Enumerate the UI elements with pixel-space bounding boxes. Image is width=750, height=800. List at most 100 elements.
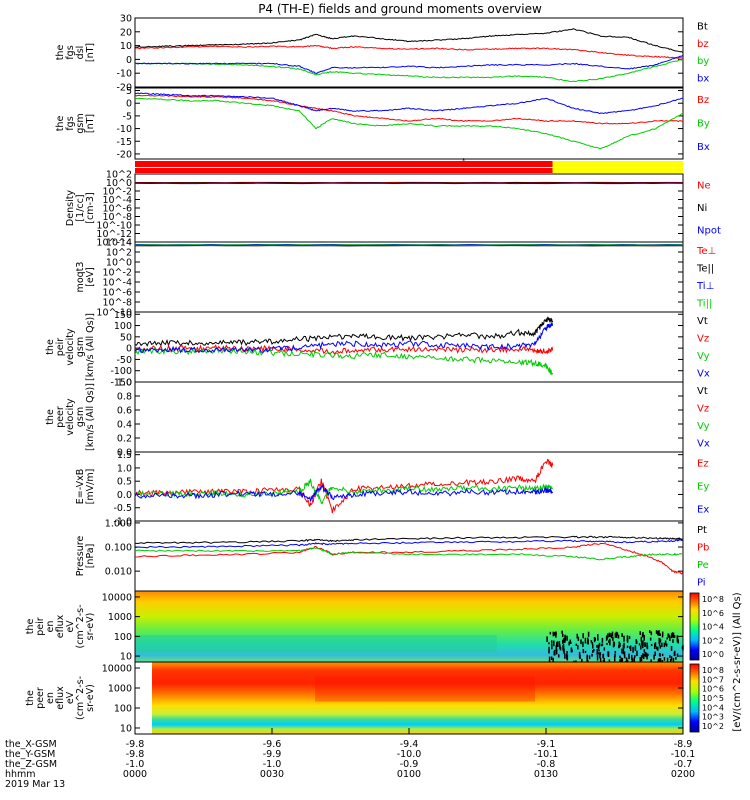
- ion-spectrogram-speckle: [646, 643, 648, 649]
- legend-density-entry: Npot: [697, 226, 721, 237]
- y-tick-label: 1000: [108, 684, 132, 695]
- ion-spectrogram-speckle: [666, 637, 668, 639]
- panel-frame: [135, 174, 683, 242]
- ion-spectrogram-speckle: [609, 633, 611, 637]
- legend-efield-entry: Ey: [697, 482, 709, 493]
- colorbar-tick-label: 10^2: [702, 722, 724, 731]
- ion-spectrogram-speckle: [644, 652, 646, 657]
- legend-ion_velocity-entry: Vt: [697, 316, 708, 327]
- colorbar-tick-label: 10^6: [702, 609, 724, 618]
- ion-spectrogram-speckle: [548, 651, 550, 654]
- panel-fgs_dsl: 3020100-10-20the fgs dsl [nT]Btbzbybx: [55, 14, 709, 94]
- legend-pressure-entry: Pe: [697, 560, 709, 571]
- plot-title: P4 (TH-E) fields and ground moments over…: [258, 2, 542, 16]
- ion-spectrogram-speckle: [594, 637, 596, 642]
- y-axis-label: the peer en eflux eV (cm^2-s-sr-eV): [25, 676, 96, 720]
- y-axis-label: the peir en eflux eV (cm^2-s-sr-eV): [25, 605, 96, 649]
- colorbar-tick-label: 10^4: [702, 623, 724, 632]
- ion-spectrogram-speckle: [553, 651, 555, 656]
- ion-spectrogram-speckle: [662, 654, 664, 656]
- ion-spectrogram-speckle: [593, 649, 595, 651]
- ion-spectrogram-speckle: [577, 634, 579, 639]
- ion-spectrogram-speckle: [672, 632, 674, 637]
- y-tick-label: 0.0: [117, 490, 132, 501]
- ion-spectrogram-speckle: [587, 655, 589, 658]
- ion-spectrogram-speckle: [674, 635, 676, 638]
- legend-temperature-entry: Ti||: [696, 298, 712, 309]
- ion-spectrogram-speckle: [556, 645, 558, 650]
- ion-spectrogram-speckle: [576, 644, 578, 646]
- ion-spectrogram-speckle: [548, 642, 550, 644]
- panel-ele_spectrogram: 10000100010010the peer en eflux eV (cm^2-s-sr…: [25, 662, 683, 734]
- ion-spectrogram-speckle: [647, 654, 649, 656]
- ion-spectrogram-speckle: [614, 654, 616, 657]
- panel-ion_spectrogram: 10000100010010the peir en eflux eV (cm^2-s-sr…: [25, 591, 684, 667]
- legend-ion_velocity-entry: Vy: [697, 351, 710, 362]
- x-tick-label-t: 0000: [123, 769, 147, 780]
- y-tick-label: -15: [116, 137, 132, 148]
- ion-spectrogram-speckle: [602, 638, 604, 643]
- y-tick-label: 10: [120, 652, 132, 663]
- ion-spectrogram-speckle: [599, 653, 601, 658]
- ion-spectrogram-speckle: [596, 649, 598, 655]
- ion-spectrogram-speckle: [609, 639, 611, 641]
- ion-spectrogram-speckle: [677, 635, 679, 639]
- panel-efield: 1.51.00.50.0-0.5-1.0E=-VxB [mV/m]EzEyEx: [75, 450, 709, 527]
- date-label: 2019 Mar 13: [5, 779, 65, 790]
- ion-spectrogram-speckle: [623, 645, 625, 650]
- legend-fgs_dsl-entry: Bt: [697, 22, 708, 33]
- ion-spectrogram-speckle: [642, 633, 644, 637]
- ion-spectrogram-speckle: [604, 647, 606, 650]
- ion-spectrogram-speckle: [629, 636, 631, 639]
- series-fgs_gsm-Bx: [135, 93, 683, 114]
- y-axis-label-line: sr-eV): [85, 684, 96, 712]
- ion-spectrogram-speckle: [566, 651, 568, 654]
- ion-spectrogram-speckle: [640, 645, 642, 649]
- panel-frame: [135, 521, 683, 591]
- legend-density-entry: Ni: [697, 203, 707, 214]
- ion-spectrogram-speckle: [606, 643, 608, 645]
- ion-spectrogram-speckle: [577, 645, 579, 649]
- ion-spectrogram-speckle: [664, 643, 666, 647]
- ion-spectrogram-speckle: [662, 632, 664, 636]
- ion-spectrogram-speckle: [546, 636, 548, 642]
- panel-frame: [135, 242, 683, 312]
- series-efield-Ez: [135, 460, 553, 514]
- y-tick-label: 0: [126, 99, 132, 110]
- colorbar-tick-label: 10^7: [702, 675, 724, 684]
- ion-spectrogram-speckle: [632, 647, 634, 653]
- y-tick-label: 1.0: [117, 378, 132, 389]
- ion-spectrogram-speckle: [591, 640, 593, 643]
- legend-fgs_dsl-entry: by: [697, 56, 709, 67]
- ion-spectrogram-speckle: [636, 651, 638, 656]
- ion-spectrogram-speckle: [630, 646, 632, 652]
- y-tick-label: 0.5: [117, 477, 132, 488]
- colorbar-tick-label: 10^6: [702, 685, 724, 694]
- y-tick-label: 100: [114, 632, 132, 643]
- x-tick-label-t: 0100: [397, 769, 421, 780]
- panel-ele_velocity: 1.00.80.60.40.20.0the peer velocity gsm [km/…: [45, 378, 710, 459]
- ion-spectrogram-speckle: [597, 634, 599, 640]
- colorbar-tick-label: 10^5: [702, 694, 724, 703]
- ion-spectrogram-speckle: [580, 639, 582, 644]
- ion-spectrogram-speckle: [566, 636, 568, 641]
- y-axis-label-line: [eV]: [85, 267, 96, 287]
- y-tick-label: 0.6: [117, 406, 132, 417]
- legend-fgs_gsm-entry: By: [697, 119, 710, 130]
- ion-spectrogram-speckle: [587, 642, 589, 644]
- ion-spectrogram-speckle: [650, 638, 652, 641]
- panel-fgs_gsm: 50-5-10-15-20the fgs gsm [nT]BzByBx: [55, 86, 710, 160]
- y-axis-label-line: [nPa]: [85, 544, 96, 569]
- ion-spectrogram-speckle: [641, 655, 643, 661]
- ion-spectrogram-speckle: [644, 649, 646, 652]
- ion-spectrogram-speckle: [548, 647, 550, 652]
- legend-ion_velocity-entry: Vz: [697, 333, 709, 344]
- panel-frame: [135, 382, 683, 452]
- ion-spectrogram-speckle: [661, 643, 663, 647]
- ion-spectrogram-band: [135, 635, 497, 653]
- ion-spectrogram-speckle: [599, 643, 601, 647]
- y-axis-label-line: sr-eV): [85, 613, 96, 641]
- ion-spectrogram-speckle: [616, 635, 618, 638]
- legend-pressure-entry: Pt: [697, 525, 707, 536]
- colorbar-tick-label: 10^3: [702, 713, 724, 722]
